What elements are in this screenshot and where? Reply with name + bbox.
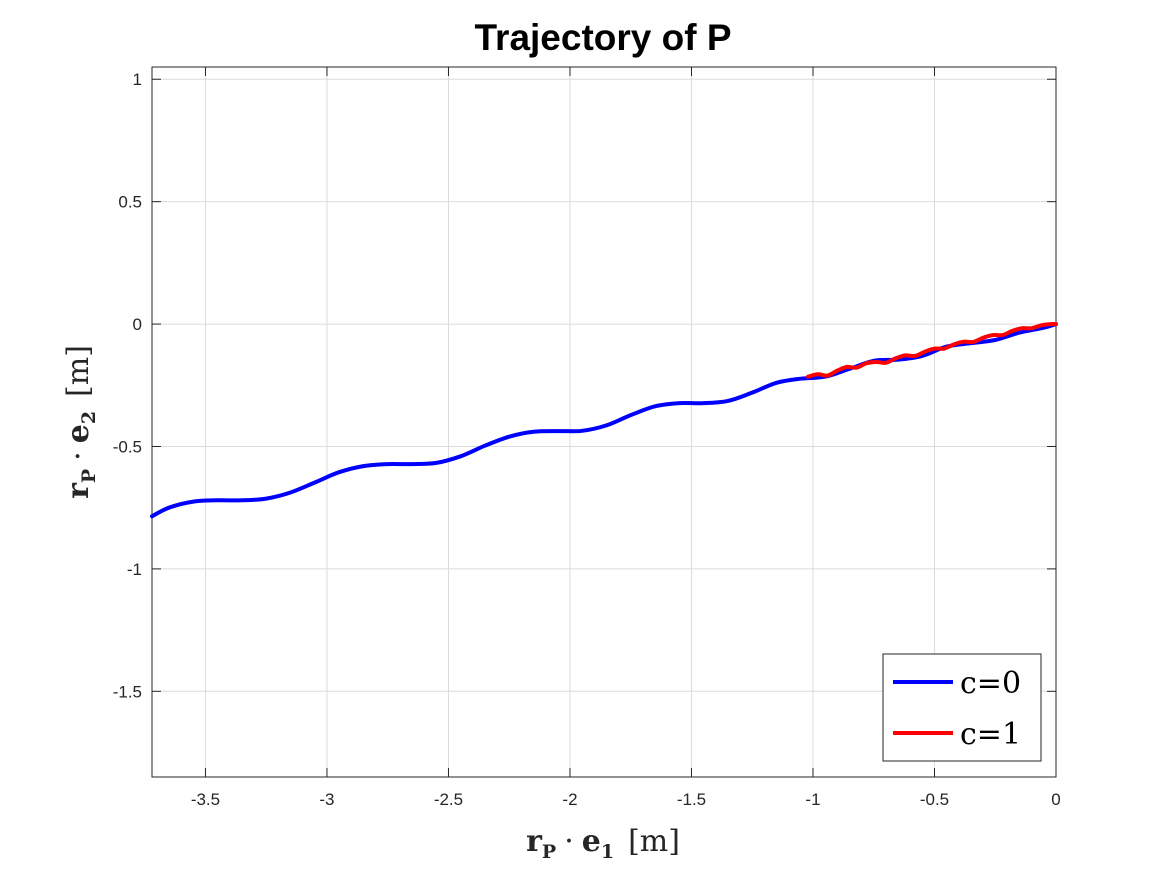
x-label-basis-sub: 1 (601, 841, 614, 863)
y-tick-label: 0 (133, 315, 142, 334)
y-label-vec: r (61, 482, 96, 499)
axes-box (151, 66, 1057, 778)
x-label-basis: e (582, 824, 601, 859)
x-label-vec: r (526, 824, 543, 859)
x-tick-label: -2 (562, 790, 577, 809)
x-label-dot: · (564, 824, 574, 859)
x-tick-label: -2.5 (434, 790, 463, 809)
y-tick-label: 0.5 (118, 193, 142, 212)
y-tick-label: 1 (133, 70, 142, 89)
y-label-dot: · (61, 451, 96, 461)
y-label-basis-sub: 2 (78, 411, 100, 424)
y-tick-label: -1.5 (113, 682, 142, 701)
series-line-c1 (806, 322, 1058, 379)
x-tick-label: -1 (805, 790, 820, 809)
plot-lines (150, 322, 1058, 519)
y-label-basis: e (61, 424, 96, 443)
x-label-sub: P (542, 841, 556, 863)
y-label-sub: P (78, 469, 100, 483)
x-tick-labels: -3.5 -3 -2.5 -2 -1.5 -1 -0.5 0 (191, 790, 1061, 809)
tick-marks (152, 67, 1057, 777)
x-axis-label: rP · e1 [m] (526, 824, 680, 863)
y-label-unit: [m] (61, 345, 96, 397)
legend-label-c1: c=1 (960, 717, 1021, 752)
x-tick-label: -1.5 (677, 790, 706, 809)
x-tick-label: -3 (319, 790, 334, 809)
y-tick-labels: 1 0.5 0 -0.5 -1 -1.5 (113, 70, 142, 701)
y-tick-label: -0.5 (113, 437, 142, 456)
x-tick-label: -0.5 (920, 790, 949, 809)
x-tick-label: -3.5 (191, 790, 220, 809)
y-axis-label: rP · e2 [m] (61, 345, 100, 499)
y-tick-label: -1 (127, 560, 142, 579)
x-tick-label: 0 (1051, 790, 1060, 809)
chart-title: Trajectory of P (474, 17, 731, 58)
legend-label-c0: c=0 (960, 666, 1021, 701)
legend: c=0 c=1 (882, 653, 1042, 762)
x-label-unit: [m] (628, 824, 680, 859)
legend-box (882, 653, 1042, 762)
